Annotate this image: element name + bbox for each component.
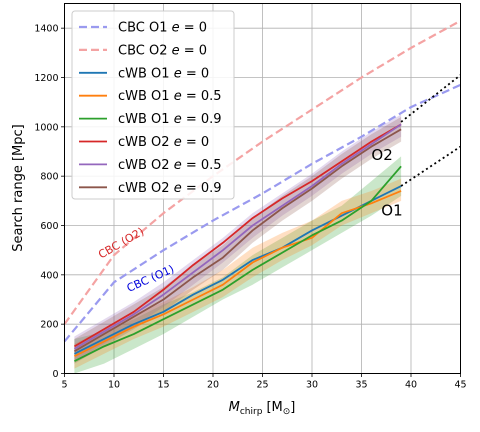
legend-label-value: = 0.5	[182, 89, 222, 104]
y-tick-label: 1400	[34, 24, 58, 35]
legend-label-value: = 0	[180, 21, 207, 36]
legend-label-value: = 0.5	[182, 158, 222, 173]
series-line	[73, 123, 402, 348]
legend-label-e: e	[174, 181, 182, 196]
legend-label-e: e	[172, 21, 180, 36]
series-lines	[63, 19, 462, 362]
legend-label: CBC O2 e = 0	[118, 43, 207, 58]
x-axis-label-unit-sub: ⊙	[283, 407, 291, 417]
legend-box	[71, 10, 235, 200]
legend-label: cWB O1 e = 0.9	[118, 112, 222, 127]
x-tick-label: 30	[306, 380, 318, 391]
legend-label-main: cWB O1	[118, 89, 174, 104]
legend-label-main: cWB O1	[118, 112, 174, 127]
legend-label-main: cWB O2	[118, 158, 174, 173]
legend-label-main: CBC O2	[118, 43, 172, 58]
series-line	[73, 128, 402, 353]
x-axis-label-unit-end: ]	[290, 400, 295, 415]
x-axis-label-sub: chirp	[240, 407, 263, 417]
series-line	[73, 165, 402, 362]
legend-label-e: e	[174, 112, 182, 127]
y-tick-label: 0	[52, 369, 58, 380]
legend-label-value: = 0	[182, 66, 209, 81]
x-axis-label-main: M	[229, 400, 240, 415]
x-tick-label: 40	[405, 380, 417, 391]
legend-label-value: = 0.9	[182, 112, 222, 127]
x-axis-label: Mchirp [M⊙]	[229, 400, 296, 417]
legend-label-main: cWB O2	[118, 181, 174, 196]
legend-label-e: e	[174, 89, 182, 104]
legend-label-e: e	[172, 43, 180, 58]
legend-label-e: e	[174, 158, 182, 173]
legend-label-main: CBC O1	[118, 21, 172, 36]
x-tick-label: 5	[61, 380, 67, 391]
legend-label-main: cWB O1	[118, 66, 174, 81]
x-tick-label: 15	[157, 380, 169, 391]
legend-label: cWB O1 e = 0	[118, 66, 209, 81]
legend-label: cWB O2 e = 0.9	[118, 181, 222, 196]
y-tick-label: 1200	[34, 73, 58, 84]
legend-label-e: e	[174, 66, 182, 81]
legend-label-value: = 0	[182, 135, 209, 150]
annotation-label: O2	[371, 146, 392, 164]
legend-label: cWB O2 e = 0.5	[118, 158, 222, 173]
annotation-label: O1	[381, 202, 402, 220]
x-tick-label: 20	[207, 380, 219, 391]
axis-ticks: 5 10 15 20 25 30 35 40 45 0 200 400 600 800 1000 1200 14…	[34, 24, 466, 391]
extrapolation-lines	[400, 74, 462, 187]
y-tick-label: 1000	[34, 122, 58, 133]
legend-label-main: cWB O2	[118, 135, 174, 150]
x-tick-label: 25	[256, 380, 268, 391]
legend-label-value: = 0.9	[182, 181, 222, 196]
x-tick-label: 45	[454, 380, 466, 391]
y-tick-label: 800	[40, 172, 58, 183]
legend-label: CBC O1 e = 0	[118, 21, 207, 36]
y-tick-label: 400	[40, 270, 58, 281]
series-line	[73, 123, 402, 350]
x-tick-label: 10	[108, 380, 120, 391]
y-tick-label: 600	[40, 221, 58, 232]
confidence-band	[74, 116, 402, 364]
series-line	[63, 83, 461, 343]
legend-label: cWB O1 e = 0.5	[118, 89, 222, 104]
legend-label: cWB O2 e = 0	[118, 135, 209, 150]
x-axis-label-unit: [M	[266, 400, 282, 415]
legend-label-e: e	[174, 135, 182, 150]
extrapolation-line	[400, 145, 461, 187]
series-line	[73, 185, 402, 355]
x-tick-label: 35	[355, 380, 367, 391]
legend-label-value: = 0	[180, 43, 207, 58]
confidence-band	[74, 156, 402, 374]
y-axis-label: Search range [Mpc]	[11, 124, 26, 252]
series-line	[73, 190, 402, 358]
y-tick-label: 200	[40, 320, 58, 331]
